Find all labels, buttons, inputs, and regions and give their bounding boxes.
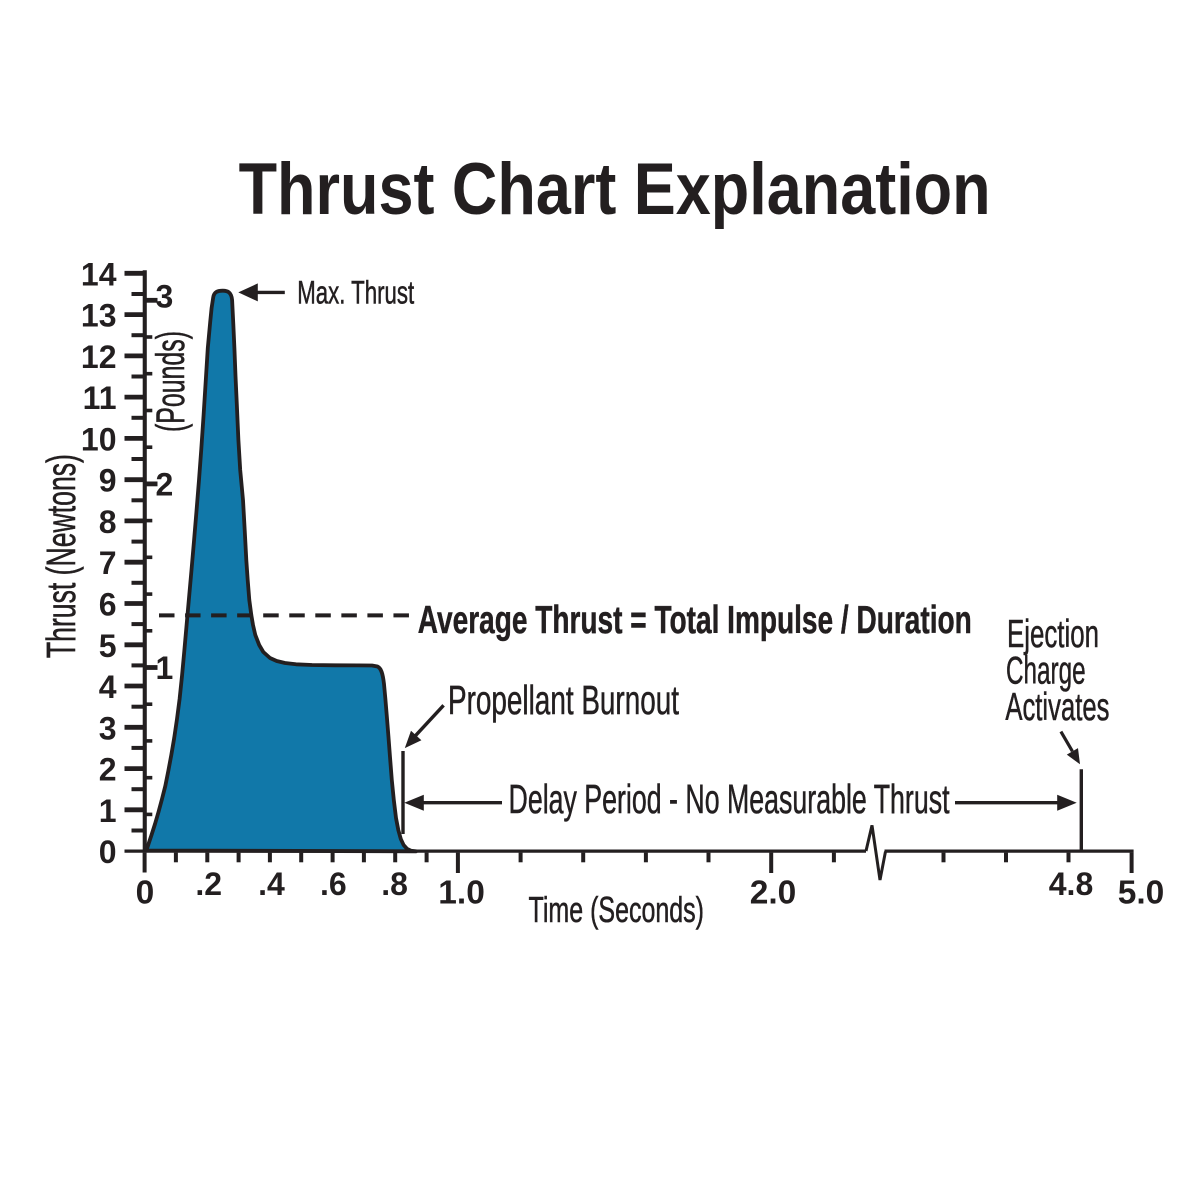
svg-text:12: 12 [81, 339, 117, 375]
svg-text:3: 3 [156, 279, 174, 315]
svg-text:Thrust Chart Explanation: Thrust Chart Explanation [239, 148, 991, 230]
svg-text:Average Thrust = Total Impulse: Average Thrust = Total Impulse / Duratio… [418, 599, 972, 642]
svg-text:.6: .6 [320, 866, 347, 902]
svg-text:8: 8 [99, 504, 117, 540]
svg-text:.8: .8 [381, 866, 408, 902]
svg-text:1: 1 [99, 793, 117, 829]
svg-text:1: 1 [156, 650, 174, 686]
svg-text:9: 9 [99, 463, 117, 499]
svg-text:.4: .4 [258, 866, 285, 902]
svg-text:Delay Period - No Measurable T: Delay Period - No Measurable Thrust [509, 776, 950, 822]
svg-text:4: 4 [99, 669, 117, 705]
svg-text:2: 2 [99, 752, 117, 788]
svg-text:Time (Seconds): Time (Seconds) [529, 889, 705, 930]
svg-text:Thrust (Newtons): Thrust (Newtons) [38, 454, 84, 658]
svg-text:5.0: 5.0 [1118, 875, 1165, 912]
svg-text:2: 2 [156, 467, 174, 503]
svg-text:10: 10 [81, 421, 117, 457]
svg-text:Charge: Charge [1006, 650, 1086, 693]
svg-text:Ejection: Ejection [1007, 613, 1099, 656]
svg-text:0: 0 [136, 875, 155, 912]
svg-text:1.0: 1.0 [438, 875, 485, 912]
svg-text:(Pounds): (Pounds) [149, 331, 193, 432]
svg-text:7: 7 [99, 545, 117, 581]
svg-text:4.8: 4.8 [1049, 866, 1093, 902]
svg-text:0: 0 [99, 834, 117, 870]
svg-text:.2: .2 [195, 866, 222, 902]
svg-text:13: 13 [81, 298, 117, 334]
svg-text:Propellant Burnout: Propellant Burnout [448, 677, 679, 723]
svg-text:14: 14 [81, 256, 117, 292]
svg-text:2.0: 2.0 [750, 875, 797, 912]
svg-text:5: 5 [99, 628, 117, 664]
svg-text:6: 6 [99, 587, 117, 623]
svg-text:Activates: Activates [1005, 686, 1109, 729]
svg-text:Max. Thrust: Max. Thrust [297, 274, 414, 310]
svg-text:3: 3 [99, 710, 117, 746]
svg-text:11: 11 [83, 380, 117, 416]
